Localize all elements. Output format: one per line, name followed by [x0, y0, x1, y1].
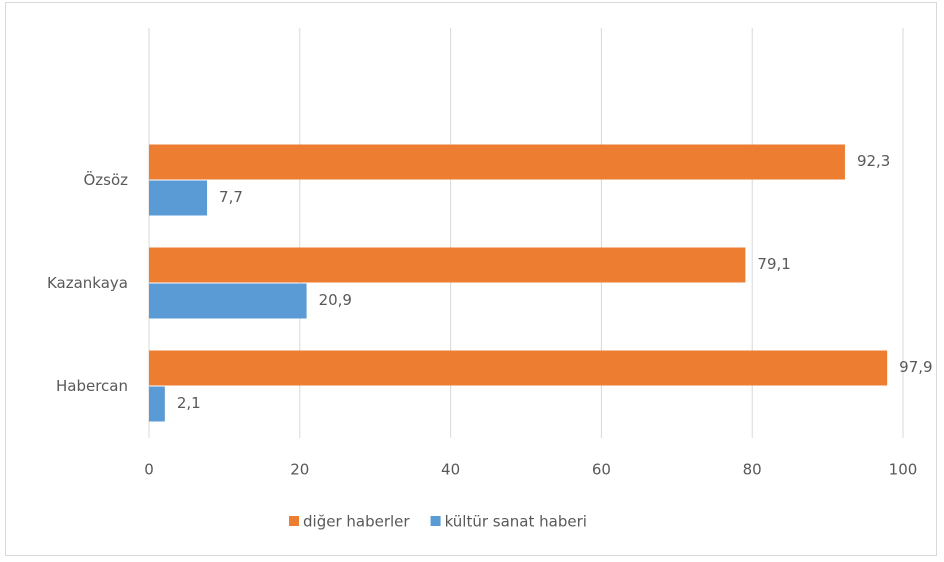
legend-swatch	[289, 516, 299, 526]
legend-label: diğer haberler	[303, 513, 410, 531]
legend-label: kültür sanat haberi	[445, 513, 587, 531]
x-tick-label: 60	[592, 461, 611, 479]
y-tick-label: Kazankaya	[47, 274, 128, 292]
x-tick-label: 80	[743, 461, 762, 479]
x-tick-label: 40	[441, 461, 460, 479]
data-label: 97,9	[899, 358, 932, 376]
data-label: 20,9	[319, 291, 352, 309]
x-tick-label: 20	[290, 461, 309, 479]
data-label: 92,3	[857, 152, 890, 170]
bar	[149, 180, 208, 216]
data-label: 2,1	[177, 394, 201, 412]
bar	[149, 350, 888, 386]
bar	[149, 386, 165, 422]
data-label: 7,7	[219, 188, 243, 206]
bar	[149, 283, 307, 319]
x-tick-label: 0	[144, 461, 154, 479]
data-label: 79,1	[757, 255, 790, 273]
x-tick-label: 100	[889, 461, 918, 479]
y-tick-label: Habercan	[56, 377, 128, 395]
legend-swatch	[430, 516, 441, 526]
bar	[149, 144, 845, 180]
bar	[149, 247, 746, 283]
y-tick-label: Özsöz	[83, 170, 128, 189]
